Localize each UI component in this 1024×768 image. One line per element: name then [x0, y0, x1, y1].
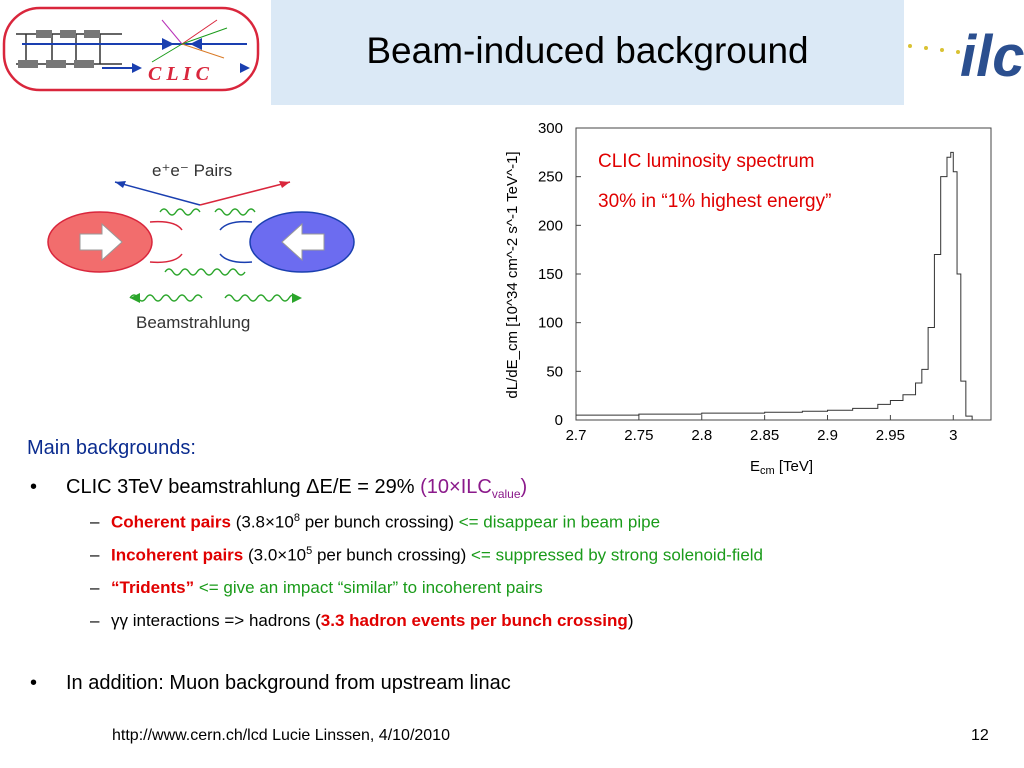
- ilc-logo: ilc: [908, 24, 1024, 86]
- x-tick-label: 2.8: [691, 427, 712, 444]
- main-backgrounds-heading: Main backgrounds:: [27, 437, 196, 459]
- x-tick-label: 2.95: [876, 427, 905, 444]
- x-tick-label: 2.75: [624, 427, 653, 444]
- x-tick-label: 3: [949, 427, 957, 444]
- svg-text:ilc: ilc: [960, 24, 1024, 86]
- bullet-1-text: CLIC 3TeV beamstrahlung ΔE/E = 29%: [66, 476, 421, 498]
- y-axis-label: dL/dE_cm [10^34 cm^-2 s^-1 TeV^-1]: [504, 151, 521, 398]
- slide-title: Beam-induced background: [366, 30, 809, 71]
- y-tick-label: 50: [546, 363, 563, 380]
- svg-text:C L I C: C L I C: [148, 63, 210, 85]
- y-tick-label: 150: [538, 266, 563, 283]
- sub-2-dash: –: [90, 545, 100, 564]
- bullet-2-marker: •: [30, 672, 38, 694]
- luminosity-spectrum-chart: 2.7 2.75 2.8 2.85 2.9 2.95 3 0 50 100 150 200 250 30…: [504, 120, 992, 477]
- pairs-label: e⁺e⁻ Pairs: [152, 161, 232, 180]
- sub-3-dash: –: [90, 578, 100, 597]
- chart-annotation-2: 30% in “1% highest energy”: [598, 191, 831, 212]
- bullet-1-ratio: (10×ILCvalue): [420, 476, 528, 501]
- bullet-2: In addition: Muon background from upstre…: [66, 672, 511, 694]
- y-tick-label: 0: [555, 412, 563, 429]
- bullet-1-marker: •: [30, 476, 38, 498]
- sub-item-incoherent: Incoherent pairs (3.0×105 per bunch cros…: [111, 545, 764, 565]
- right-arrow-icon: [79, 222, 123, 262]
- x-tick-label: 2.7: [566, 427, 587, 444]
- beamstrahlung-label: Beamstrahlung: [136, 313, 250, 332]
- sub-1-dash: –: [90, 512, 100, 531]
- luminosity-series-line: [576, 151, 973, 420]
- sub-item-tridents: “Tridents” <= give an impact “similar” t…: [111, 578, 543, 597]
- bullet-1: CLIC 3TeV beamstrahlung ΔE/E = 29% (10×I…: [66, 476, 527, 501]
- clic-logo: C L I C: [2, 6, 260, 92]
- y-tick-label: 300: [538, 120, 563, 137]
- title-banner: [271, 0, 904, 105]
- x-tick-label: 2.85: [750, 427, 779, 444]
- x-tick-label: 2.9: [817, 427, 838, 444]
- photon-wiggles: [129, 208, 298, 302]
- x-axis-label: Ecm [TeV]: [750, 458, 813, 477]
- sub-4-dash: –: [90, 611, 100, 630]
- left-arrow-icon: [281, 222, 325, 262]
- sub-item-hadrons: γγ interactions => hadrons (3.3 hadron e…: [111, 611, 634, 630]
- y-tick-label: 250: [538, 169, 563, 186]
- y-tick-label: 200: [538, 217, 563, 234]
- footer-credit: http://www.cern.ch/lcd Lucie Linssen, 4/…: [112, 727, 450, 744]
- beam-interaction-diagram: e⁺e⁻ Pairs Beamstrahlung: [47, 161, 355, 332]
- page-number: 12: [971, 727, 989, 744]
- pair-line-left: [114, 181, 201, 206]
- pair-line-right: [199, 181, 291, 206]
- sub-item-coherent: Coherent pairs (3.8×108 per bunch crossi…: [111, 512, 661, 532]
- y-tick-label: 100: [538, 315, 563, 332]
- chart-annotation-1: CLIC luminosity spectrum: [598, 151, 814, 172]
